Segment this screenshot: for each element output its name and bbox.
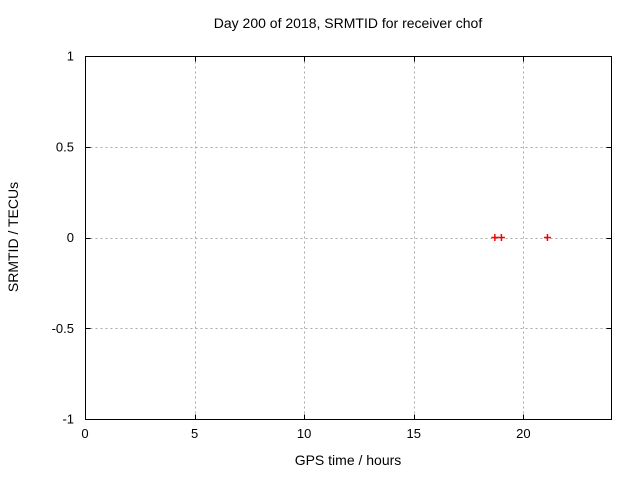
- y-tick-label: -0.5: [52, 321, 74, 336]
- y-axis-label-text: SRMTID / TECUs: [5, 181, 22, 293]
- y-tick-label: -1: [62, 412, 74, 427]
- y-tick-label: 0: [67, 230, 74, 245]
- x-tick-label: 5: [191, 426, 198, 441]
- x-tick-label: 15: [407, 426, 421, 441]
- chart-title: Day 200 of 2018, SRMTID for receiver cho…: [213, 15, 483, 31]
- x-tick-label: 20: [516, 426, 530, 441]
- y-tick-label: 0.5: [56, 139, 74, 154]
- y-tick-label: 1: [67, 49, 74, 64]
- x-tick-label: 0: [81, 426, 88, 441]
- plot-border: [85, 56, 612, 420]
- x-axis-label: GPS time / hours: [294, 452, 402, 468]
- x-tick-label: 10: [297, 426, 311, 441]
